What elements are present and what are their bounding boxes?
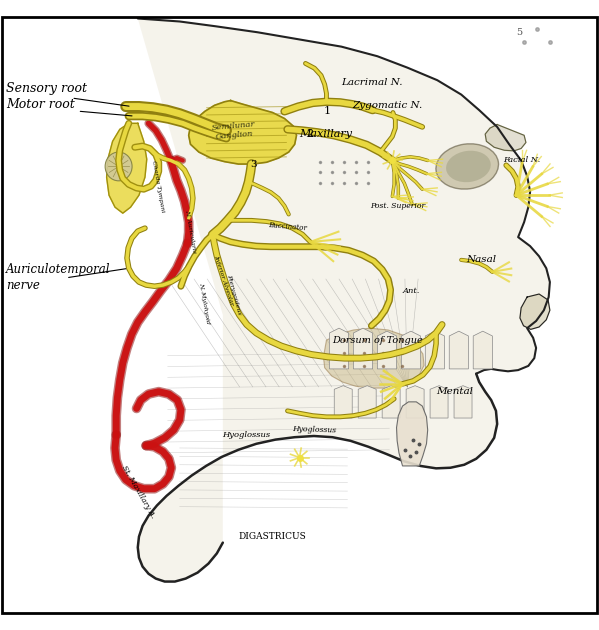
Text: Facial N.: Facial N. — [503, 156, 540, 164]
Text: Post. Superior: Post. Superior — [370, 202, 425, 210]
Text: 3: 3 — [250, 159, 257, 169]
Text: Sensory root: Sensory root — [6, 82, 129, 106]
Polygon shape — [473, 331, 492, 369]
Text: Chorda Tympani: Chorda Tympani — [151, 160, 165, 212]
Polygon shape — [377, 331, 397, 369]
Polygon shape — [401, 331, 420, 369]
Polygon shape — [406, 386, 424, 418]
Text: Mental: Mental — [436, 387, 473, 396]
Text: St. Maxillary A.: St. Maxillary A. — [120, 464, 156, 520]
Text: 2: 2 — [307, 129, 314, 139]
Text: Hyoglossus: Hyoglossus — [292, 425, 337, 435]
Text: Hyoglossus: Hyoglossus — [222, 431, 270, 439]
Text: Maxillary: Maxillary — [300, 129, 352, 139]
Polygon shape — [329, 328, 349, 369]
Polygon shape — [382, 386, 400, 418]
Text: 1: 1 — [323, 106, 331, 117]
Polygon shape — [107, 123, 147, 213]
Text: Nasal: Nasal — [466, 255, 496, 265]
Text: Auriculotemporal
nerve: Auriculotemporal nerve — [6, 263, 110, 292]
Polygon shape — [334, 386, 352, 418]
Ellipse shape — [105, 152, 132, 181]
Ellipse shape — [446, 151, 491, 182]
Polygon shape — [138, 18, 550, 581]
Polygon shape — [454, 386, 472, 418]
Polygon shape — [449, 331, 468, 369]
Text: DIGASTRICUS: DIGASTRICUS — [238, 532, 306, 541]
Text: 5: 5 — [516, 28, 522, 37]
Text: Zygomatic N.: Zygomatic N. — [352, 101, 422, 110]
Text: Lacrimal N.: Lacrimal N. — [341, 78, 403, 87]
Text: Semilunar
Ganglion: Semilunar Ganglion — [211, 120, 256, 141]
Text: Buccinator: Buccinator — [268, 221, 308, 232]
Text: Inferior Alveolar: Inferior Alveolar — [213, 255, 234, 306]
Text: N. Auricularis: N. Auricularis — [184, 209, 197, 253]
Text: Pterygoideus: Pterygoideus — [226, 273, 242, 315]
Text: Motor root: Motor root — [6, 98, 132, 116]
Ellipse shape — [436, 144, 498, 189]
Polygon shape — [520, 294, 550, 329]
Text: N. Mylohyoid: N. Mylohyoid — [198, 282, 210, 324]
Polygon shape — [323, 328, 424, 388]
Polygon shape — [358, 386, 376, 418]
Polygon shape — [430, 386, 448, 418]
Polygon shape — [397, 402, 428, 466]
Polygon shape — [189, 101, 297, 164]
Polygon shape — [353, 328, 373, 369]
Text: Ant.: Ant. — [403, 287, 420, 295]
Polygon shape — [425, 331, 444, 369]
Text: Dorsum of Tongue: Dorsum of Tongue — [332, 336, 423, 345]
Polygon shape — [485, 125, 526, 151]
